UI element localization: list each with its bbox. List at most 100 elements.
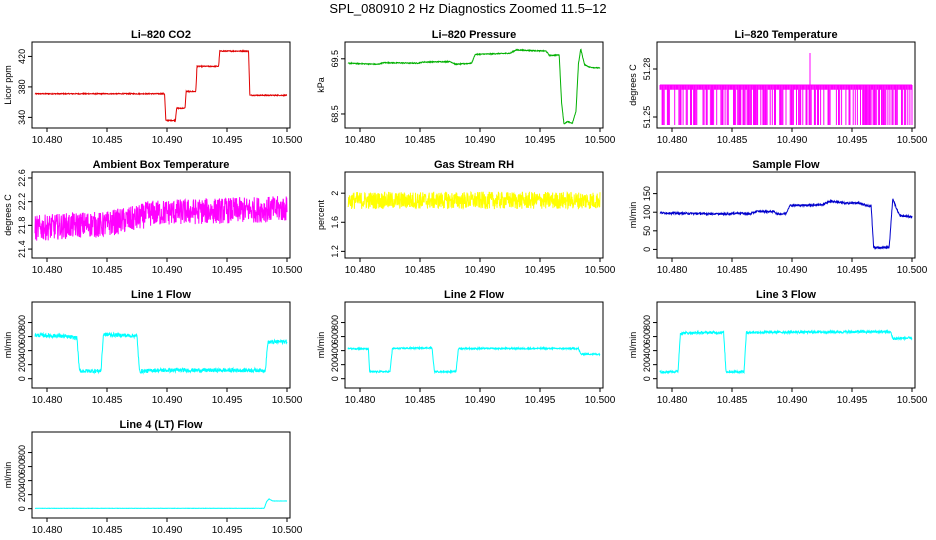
x-tick-label: 10.485	[92, 395, 123, 406]
x-tick-label: 10.495	[212, 525, 243, 536]
y-tick-label: 0	[17, 506, 27, 511]
x-tick-label: 10.480	[345, 395, 376, 406]
chart-panel: Line 2 Flow 10.480 10.485 10.490 10.495 10.50…	[316, 289, 616, 406]
x-tick-label: 10.480	[32, 395, 63, 406]
x-tick-label: 10.500	[585, 395, 616, 406]
y-axis-label: ml/min	[628, 202, 638, 229]
y-tick-label: 800	[17, 445, 27, 460]
series-line	[347, 191, 601, 211]
x-tick-label: 10.500	[272, 525, 303, 536]
x-tick-label: 10.500	[897, 395, 928, 406]
figure-title: SPL_080910 2 Hz Diagnostics Zoomed 11.5–…	[329, 1, 607, 16]
x-tick-label: 10.495	[212, 135, 243, 146]
x-tick-label: 10.480	[32, 265, 63, 276]
y-tick-label: 0	[330, 376, 340, 381]
y-tick-label: 50	[642, 226, 652, 236]
x-tick-label: 10.490	[152, 395, 183, 406]
chart-panel: Li–820 Pressure 10.480 10.485 10.490 10.495 1…	[316, 29, 616, 146]
plot-frame	[31, 431, 291, 519]
x-tick-label: 10.490	[777, 265, 808, 276]
x-tick-label: 10.485	[405, 265, 436, 276]
x-tick-label: 10.500	[585, 265, 616, 276]
plot-frame	[31, 301, 291, 389]
x-tick-label: 10.480	[657, 265, 688, 276]
y-tick-label: 68.5	[330, 105, 340, 123]
chart-title: Sample Flow	[752, 159, 820, 171]
chart-panel: Line 3 Flow 10.480 10.485 10.490 10.495 10.50…	[628, 289, 928, 406]
y-tick-label: 400	[330, 343, 340, 358]
plot-frame	[656, 301, 916, 389]
x-tick-label: 10.480	[32, 135, 63, 146]
x-tick-label: 10.490	[777, 395, 808, 406]
chart-title: Gas Stream RH	[434, 159, 514, 171]
chart-title: Line 2 Flow	[444, 289, 504, 301]
y-tick-label: 400	[17, 343, 27, 358]
y-tick-label: 400	[642, 343, 652, 358]
x-tick-label: 10.495	[525, 395, 556, 406]
plot-frame	[31, 171, 291, 259]
y-tick-label: 400	[17, 473, 27, 488]
x-tick-label: 10.500	[897, 265, 928, 276]
chart-title: Ambient Box Temperature	[93, 159, 230, 171]
chart-title: Li–820 CO2	[131, 29, 191, 41]
y-tick-label: 100	[642, 205, 652, 220]
chart-panel: Sample Flow 10.480 10.485 10.490 10.495 10.50…	[628, 159, 928, 276]
x-tick-label: 10.490	[777, 135, 808, 146]
chart-title: Line 3 Flow	[756, 289, 816, 301]
x-tick-label: 10.485	[717, 395, 748, 406]
y-tick-label: 800	[642, 315, 652, 330]
chart-title: Li–820 Temperature	[734, 29, 837, 41]
y-tick-label: 200	[17, 487, 27, 502]
x-tick-label: 10.495	[525, 135, 556, 146]
chart-panel: Line 4 (LT) Flow 10.480 10.485 10.490 10.495…	[3, 419, 303, 536]
y-tick-label: 0	[642, 247, 652, 252]
series-line	[34, 331, 288, 375]
y-tick-label: 22.6	[17, 169, 27, 187]
y-axis-label: ml/min	[316, 332, 326, 359]
x-tick-label: 10.490	[465, 265, 496, 276]
x-tick-label: 10.485	[92, 135, 123, 146]
x-tick-label: 10.480	[657, 135, 688, 146]
y-tick-label: 420	[17, 49, 27, 64]
x-tick-label: 10.500	[272, 265, 303, 276]
y-tick-label: 600	[17, 459, 27, 474]
y-tick-label: 200	[330, 357, 340, 372]
series-line	[659, 53, 913, 125]
x-tick-label: 10.495	[837, 395, 868, 406]
y-axis-label: percent	[316, 199, 326, 230]
y-tick-label: 600	[330, 329, 340, 344]
y-tick-label: 150	[642, 186, 652, 201]
chart-title: Line 4 (LT) Flow	[120, 419, 203, 431]
x-tick-label: 10.490	[152, 135, 183, 146]
x-tick-label: 10.490	[152, 525, 183, 536]
plot-frame	[344, 171, 604, 259]
y-tick-label: 22.2	[17, 193, 27, 211]
series-line	[347, 48, 601, 125]
y-tick-label: 51.25	[642, 106, 652, 129]
y-axis-label: degrees C	[628, 64, 638, 106]
x-tick-label: 10.485	[405, 395, 436, 406]
chart-title: Li–820 Pressure	[432, 29, 516, 41]
y-tick-label: 0	[17, 376, 27, 381]
plot-frame	[344, 301, 604, 389]
y-tick-label: 600	[17, 329, 27, 344]
y-tick-label: 51.28	[642, 58, 652, 81]
plot-frame	[656, 41, 916, 129]
x-tick-label: 10.495	[837, 265, 868, 276]
chart-title: Line 1 Flow	[131, 289, 191, 301]
x-tick-label: 10.480	[345, 135, 376, 146]
x-tick-label: 10.500	[585, 135, 616, 146]
y-tick-label: 2	[330, 191, 340, 196]
x-tick-label: 10.485	[405, 135, 436, 146]
chart-panel: Ambient Box Temperature 10.480 10.485 10.49…	[3, 159, 303, 276]
x-tick-label: 10.500	[897, 135, 928, 146]
x-tick-label: 10.480	[345, 265, 376, 276]
x-tick-label: 10.500	[272, 135, 303, 146]
y-axis-label: ml/min	[628, 332, 638, 359]
y-tick-label: 1.6	[330, 216, 340, 229]
x-tick-label: 10.485	[92, 265, 123, 276]
y-tick-label: 200	[17, 357, 27, 372]
y-tick-label: 69.5	[330, 50, 340, 68]
x-tick-label: 10.495	[837, 135, 868, 146]
